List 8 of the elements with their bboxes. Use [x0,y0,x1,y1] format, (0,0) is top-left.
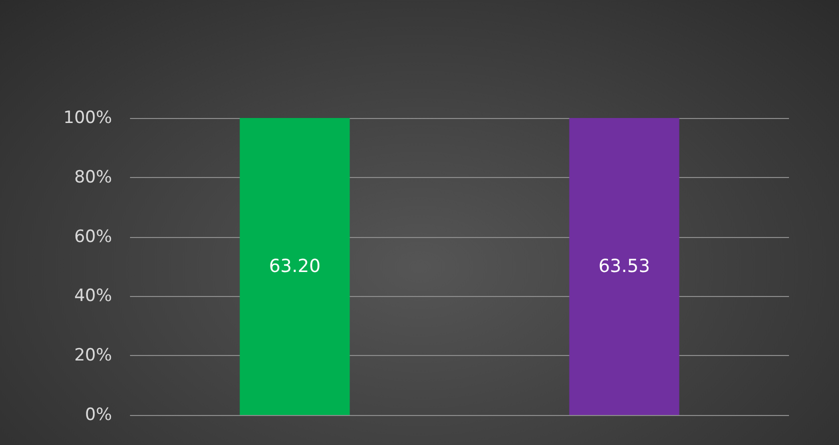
y-tick-label: 80% [74,167,112,188]
annotation: 63.53 [598,256,650,277]
y-tick-label: 100% [63,108,112,128]
annotation: 63.20 [268,256,321,277]
y-tick-label: 40% [74,286,112,306]
y-tick-label: 0% [85,405,112,425]
y-tick-label: 60% [74,226,112,247]
y-tick-label: 20% [74,346,112,366]
